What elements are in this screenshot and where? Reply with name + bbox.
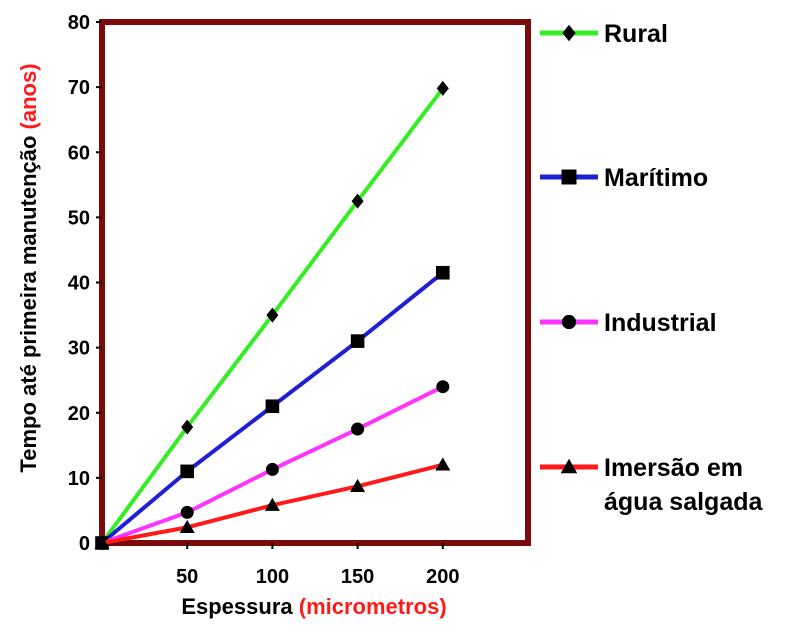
x-tick-label: 200 <box>426 566 459 588</box>
legend-marker <box>561 169 577 185</box>
data-point <box>265 399 280 414</box>
legend-label: Rural <box>604 20 668 48</box>
y-tick-label: 10 <box>68 468 90 490</box>
legend-marker <box>560 458 578 474</box>
x-tick-label: 50 <box>176 566 198 588</box>
data-point <box>180 505 194 519</box>
data-point <box>350 334 365 348</box>
legend: Rural Marítimo Industrial Imersão em água sa… <box>540 20 763 516</box>
legend-item: Marítimo <box>540 164 708 192</box>
data-point <box>351 422 365 436</box>
data-point <box>180 464 194 479</box>
data-point <box>350 478 366 492</box>
data-point <box>435 457 451 471</box>
y-axis-ticks: 0 10 20 30 40 50 60 70 80 <box>68 12 102 555</box>
series-lines <box>94 80 451 551</box>
x-axis-title: Espessura (micrometros) <box>181 594 446 619</box>
x-axis-ticks: 50 100 150 200 <box>176 543 459 588</box>
y-tick-label: 70 <box>68 77 90 99</box>
legend-item: Rural <box>540 20 668 48</box>
data-point <box>436 380 450 394</box>
x-tick-label: 100 <box>256 566 289 588</box>
y-tick-label: 20 <box>68 403 90 425</box>
legend-marker <box>561 314 577 330</box>
legend-item: Industrial <box>540 309 717 337</box>
series-1 <box>96 80 449 551</box>
series-4 <box>94 457 451 549</box>
data-point <box>436 265 450 280</box>
y-axis-unit: (anos) <box>16 63 41 129</box>
y-tick-label: 60 <box>68 142 90 164</box>
data-point <box>265 462 279 476</box>
y-tick-label: 40 <box>68 273 90 295</box>
legend-label: Industrial <box>604 309 717 337</box>
plot-frame <box>99 19 531 546</box>
series-3 <box>95 380 450 550</box>
legend-label: água salgada <box>604 488 763 516</box>
y-axis-title: Tempo até primeira manutenção (anos) <box>16 63 41 472</box>
legend-label: Imersão em <box>604 454 743 482</box>
data-point <box>179 519 195 533</box>
data-point <box>436 80 449 96</box>
x-tick-label: 150 <box>341 566 374 588</box>
data-point <box>181 419 194 435</box>
plot-border <box>99 19 531 546</box>
data-point <box>264 497 280 511</box>
legend-item: Imersão em água salgada <box>540 454 763 516</box>
legend-label: Marítimo <box>604 164 708 192</box>
y-tick-label: 0 <box>79 533 90 555</box>
y-tick-label: 50 <box>68 207 90 229</box>
data-point <box>351 193 364 209</box>
x-axis-unit: (micrometros) <box>299 594 447 619</box>
data-point <box>266 307 279 323</box>
y-tick-label: 30 <box>68 338 90 360</box>
y-tick-label: 80 <box>68 12 90 34</box>
legend-marker <box>562 24 576 42</box>
